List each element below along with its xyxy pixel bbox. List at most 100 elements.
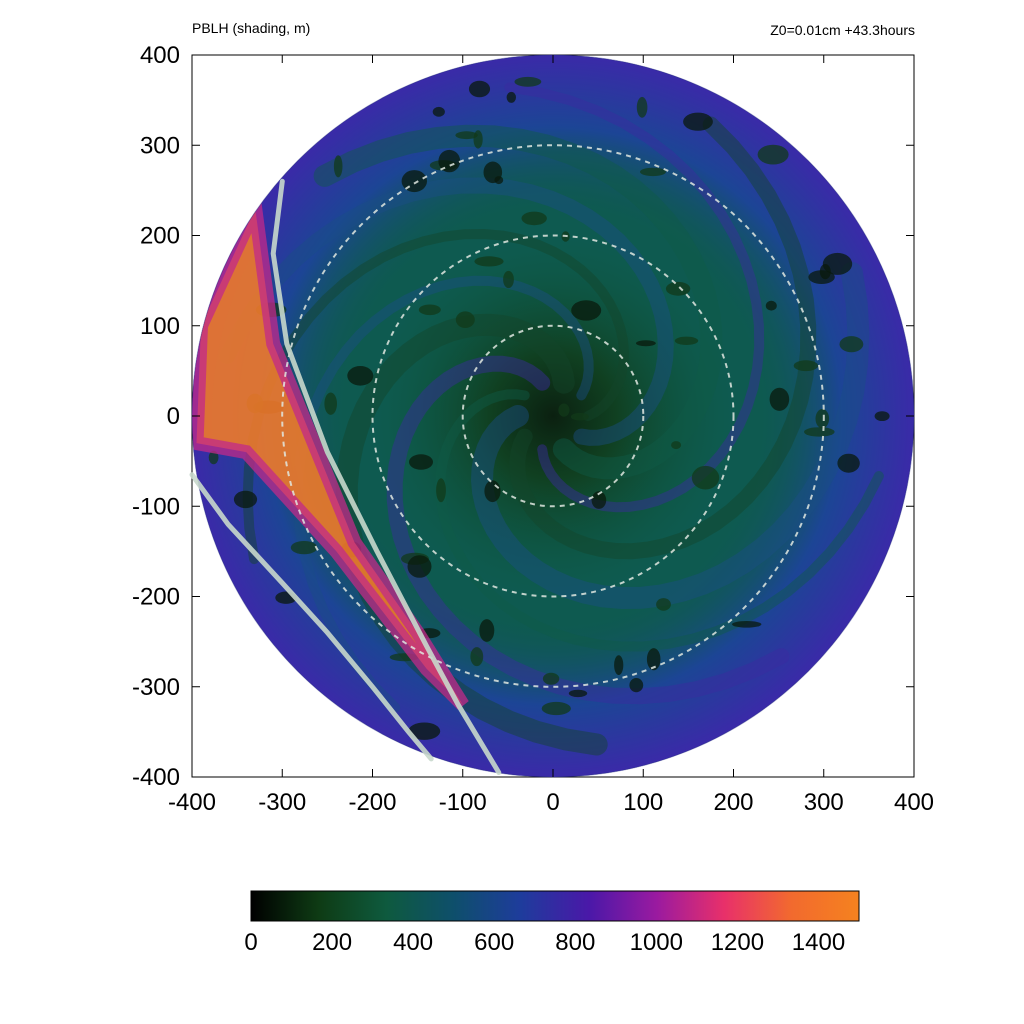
- dark-cell: [804, 427, 835, 437]
- dark-cell: [542, 672, 560, 685]
- dark-cell: [629, 678, 644, 693]
- dark-cell: [874, 411, 890, 421]
- dark-cell: [438, 149, 461, 173]
- x-tick-label: 200: [713, 789, 753, 816]
- spiral-band: [504, 82, 765, 513]
- x-tick-label: 0: [546, 789, 559, 816]
- x-axis-ticks: -400 -300 -200 -100 0 100 200 300 400: [168, 55, 934, 816]
- dark-cell: [468, 80, 491, 98]
- y-tick-label: 0: [167, 403, 180, 430]
- colorbar-tick-label: 400: [393, 929, 433, 956]
- dark-cell: [683, 112, 713, 131]
- dark-cell: [455, 131, 478, 140]
- y-tick-label: 400: [140, 42, 180, 69]
- dark-cell: [470, 647, 484, 667]
- dark-cell: [671, 441, 682, 450]
- colorbar-tick-label: 800: [555, 929, 595, 956]
- dark-cell: [455, 311, 475, 329]
- x-tick-label: 300: [804, 789, 844, 816]
- dark-cell: [570, 412, 589, 421]
- dark-cell: [839, 336, 864, 353]
- spiral-band: [313, 124, 723, 480]
- boundary-lines: [189, 178, 502, 775]
- spiral-band: [435, 389, 884, 652]
- dark-cell: [757, 144, 789, 165]
- x-tick-label: -300: [258, 789, 306, 816]
- colorbar-tick-label: 1000: [630, 929, 683, 956]
- y-tick-label: -300: [132, 674, 180, 701]
- dark-cell: [808, 270, 835, 284]
- range-ring: [371, 234, 735, 598]
- x-tick-label: -400: [168, 789, 216, 816]
- dark-cell: [636, 96, 648, 118]
- dark-cell: [837, 453, 860, 473]
- dark-cell: [793, 360, 819, 372]
- dark-cell: [233, 490, 258, 509]
- dark-cell: [646, 648, 661, 671]
- y-tick-label: 300: [140, 132, 180, 159]
- chart-title: PBLH (shading, m): [192, 20, 311, 36]
- dark-cell: [822, 252, 853, 275]
- colorbar-tick-label: 0: [244, 929, 257, 956]
- dark-cell: [474, 256, 504, 267]
- dark-cell: [409, 454, 433, 470]
- dark-cell: [408, 722, 441, 740]
- colorbar-tick-label: 1400: [792, 929, 845, 956]
- dark-cell: [479, 619, 495, 642]
- dark-cell: [484, 480, 501, 503]
- range-ring: [461, 324, 645, 508]
- pblh-field: [192, 55, 914, 777]
- y-tick-label: -400: [132, 764, 180, 791]
- dark-cell: [503, 270, 514, 289]
- dark-cell: [765, 300, 777, 311]
- range-ring: [281, 144, 825, 688]
- dark-cell: [591, 491, 607, 509]
- x-tick-label: -200: [348, 789, 396, 816]
- high-pblh-band: [196, 208, 463, 705]
- dark-cell: [691, 465, 720, 490]
- dark-cell: [521, 211, 547, 226]
- dark-cell: [558, 403, 570, 417]
- dark-cell: [290, 541, 318, 555]
- spiral-band: [509, 116, 817, 560]
- dark-cell: [347, 366, 374, 386]
- colorbar-ticks: 0 200 400 600 800 1000 1200 1400: [244, 929, 845, 956]
- dark-cell: [333, 155, 343, 178]
- y-tick-label: -100: [132, 493, 180, 520]
- dark-cell: [483, 161, 503, 184]
- dark-cell: [571, 300, 602, 321]
- dark-cell: [568, 689, 588, 698]
- dark-cell: [432, 106, 445, 117]
- dark-cell: [407, 555, 432, 578]
- dark-cell: [401, 170, 427, 193]
- y-tick-label: 100: [140, 313, 180, 340]
- dark-cell: [514, 76, 542, 87]
- boundary-line: [270, 178, 502, 775]
- dark-cell: [640, 167, 666, 177]
- chart-subtitle: Z0=0.01cm +43.3hours: [770, 22, 915, 38]
- spiral-bands: [219, 82, 884, 756]
- spiral-band: [219, 177, 674, 446]
- dark-cell: [208, 450, 219, 465]
- x-tick-label: 100: [623, 789, 663, 816]
- spiral-band: [386, 355, 790, 705]
- dark-cell: [324, 392, 338, 415]
- dark-cell: [665, 281, 691, 296]
- spiral-band: [470, 261, 870, 610]
- dark-cell: [674, 336, 699, 345]
- y-tick-label: 200: [140, 223, 180, 250]
- dark-cell: [815, 409, 830, 429]
- dark-cell: [418, 304, 441, 316]
- dark-cell: [769, 387, 790, 411]
- y-tick-label: -200: [132, 584, 180, 611]
- dark-cell: [541, 701, 571, 716]
- dark-cell: [636, 340, 656, 347]
- colorbar: [250, 890, 860, 922]
- dark-cell: [656, 598, 671, 611]
- colorbar-tick-label: 200: [312, 929, 352, 956]
- boundary-line: [189, 472, 434, 762]
- dark-cell: [436, 478, 446, 503]
- dark-cell: [506, 91, 516, 103]
- high-pblh-band-edge: [192, 183, 469, 710]
